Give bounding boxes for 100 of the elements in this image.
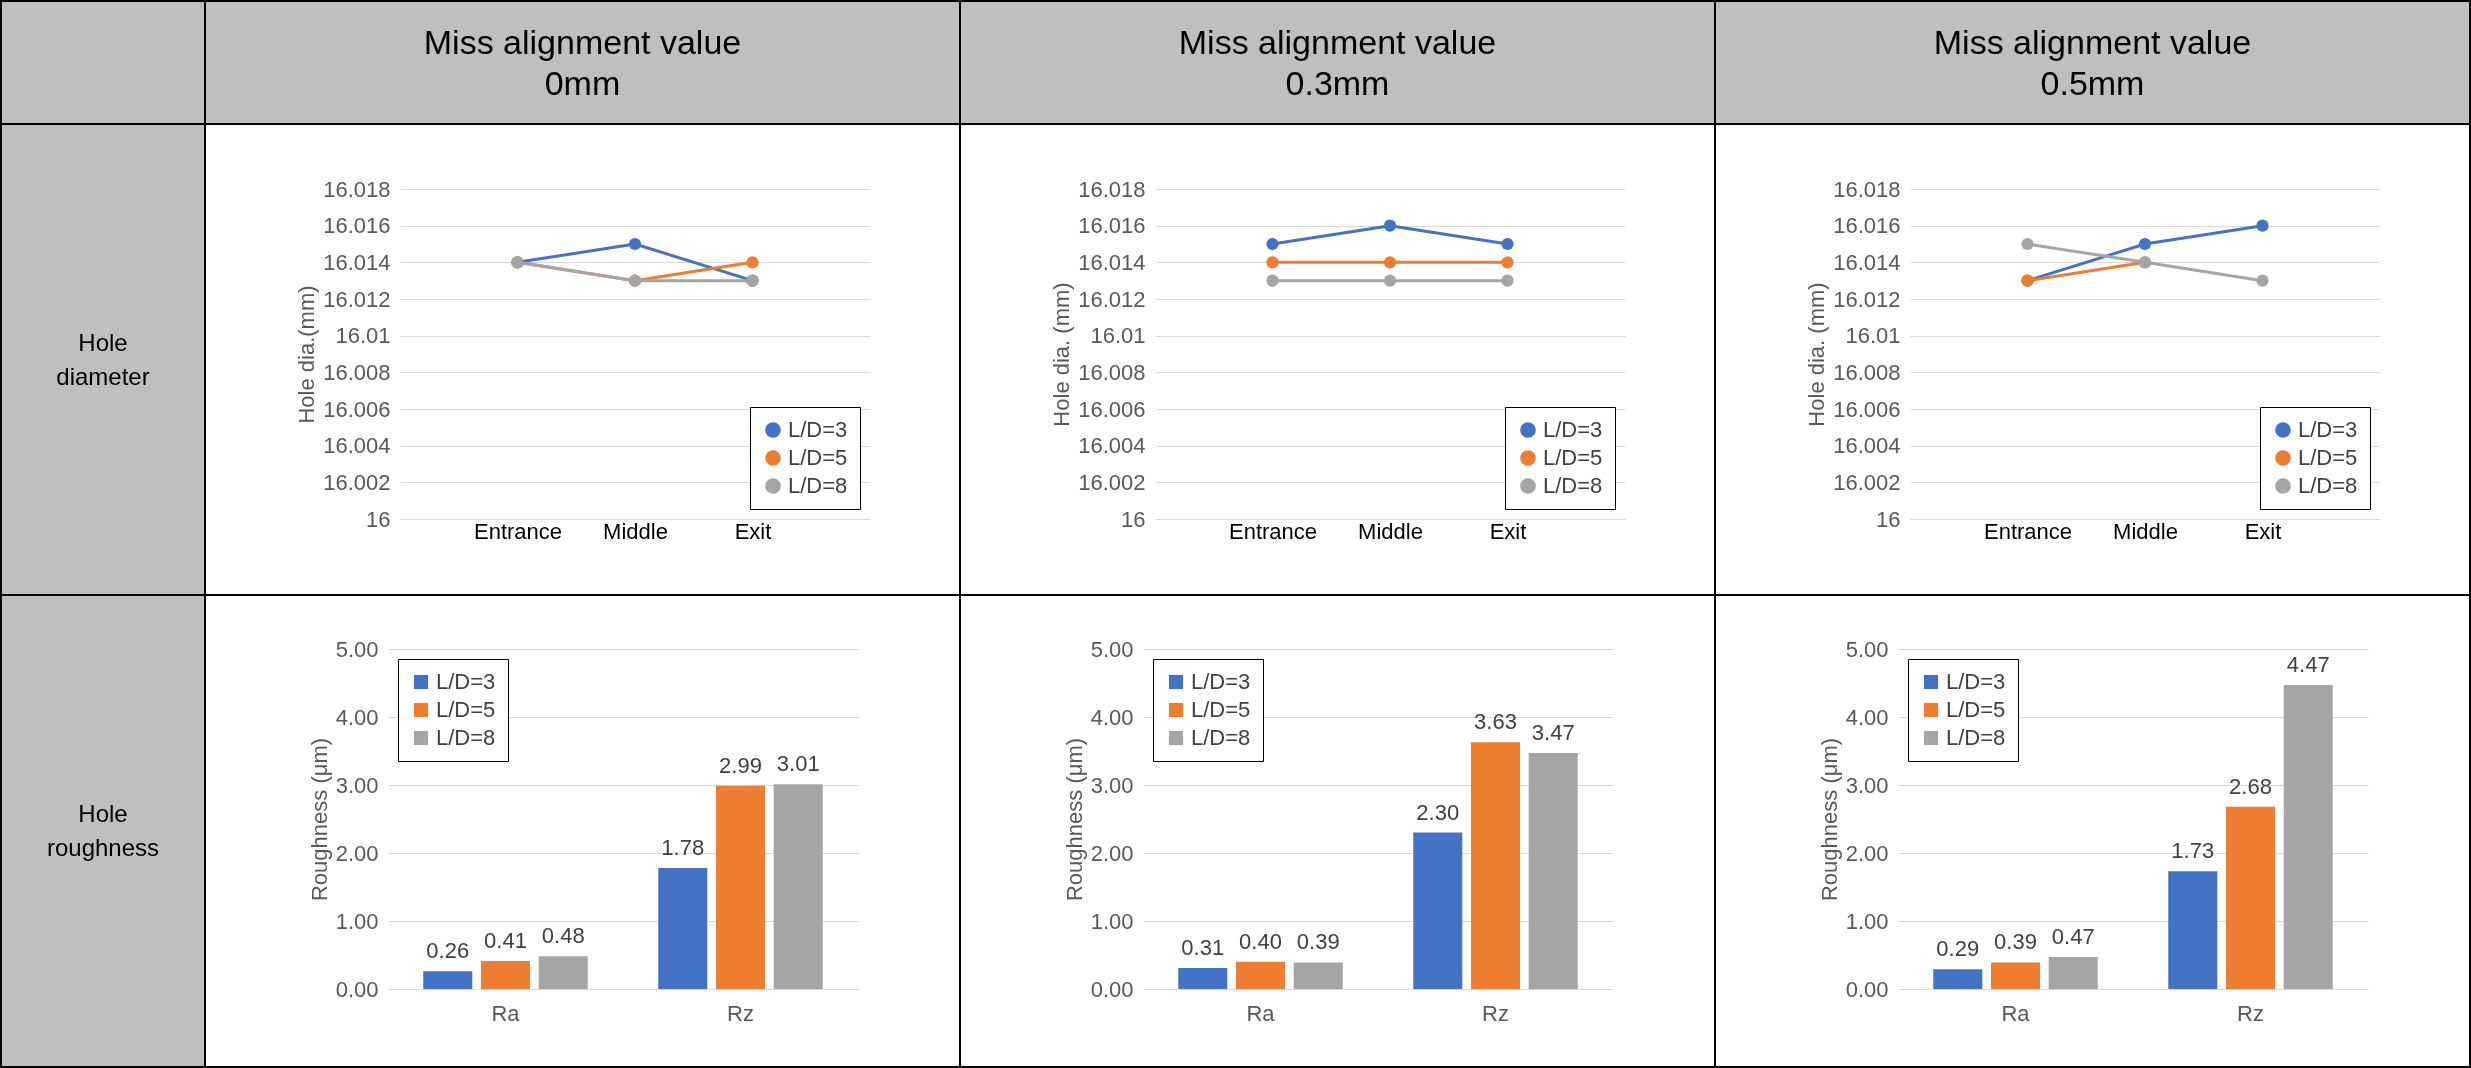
x-tick-label: Entrance [473,518,563,543]
x-tick-label: Exit [1489,518,1527,543]
data-label: 0.39 [1993,929,2037,955]
text: Hole diameter [2,125,206,596]
data-label: 2.30 [1415,799,1459,825]
data-label: 0.39 [1296,929,1340,955]
x-tick-label: Rz [726,1000,754,1026]
x-tick-label: Exit [734,518,772,543]
y-tick-label: 16.006 [1833,396,1901,421]
legend-label: L/D=8 [435,725,495,750]
y-tick-label: 16.012 [323,286,391,311]
y-tick-label: 16.01 [1090,322,1146,348]
data-label: 0.29 [1935,936,1979,962]
y-tick-label: 1.00 [335,908,378,934]
data-label: 1.78 [660,834,704,860]
legend-label: L/D=5 [1945,697,2005,722]
data-label: 3.47 [1531,720,1575,746]
y-tick-label: 16.016 [1833,212,1901,238]
x-tick-label: Entrance [1228,518,1318,543]
y-tick-label: 16 [366,506,391,531]
y-tick-label: 16.01 [1845,322,1901,348]
legend-label: L/D=3 [1945,669,2005,694]
text: Miss alignment value 0.5mm [1716,2,2471,125]
y-tick-label: 0.00 [335,976,378,1002]
y-axis-title: Roughness (μm) [306,737,332,902]
legend-label: L/D=5 [1543,444,1603,470]
data-label: 0.48 [541,923,585,949]
y-tick-label: 16.008 [1078,359,1146,385]
y-tick-label: 16.008 [323,359,391,385]
legend-label: L/D=3 [1190,669,1250,694]
x-tick-label: Rz [1481,1000,1509,1026]
text: Hole roughness [2,596,206,1068]
legend-label: L/D=5 [788,444,848,470]
legend-label: L/D=5 [435,697,495,722]
data-label: 1.73 [2170,838,2214,864]
legend-label: L/D=5 [2298,444,2358,470]
y-tick-label: 16.014 [323,249,391,275]
data-label: 3.01 [776,751,820,777]
data-label: 0.41 [483,928,527,954]
y-tick-label: 16.01 [335,322,391,348]
y-tick-label: 16.018 [323,176,391,201]
y-tick-label: 16.002 [323,469,391,495]
y-tick-label: 3.00 [335,772,378,798]
data-label: 2.99 [718,752,762,778]
legend-label: L/D=8 [2298,472,2358,498]
y-axis-title: Hole dia. (mm) [1804,281,1830,427]
y-axis-title: Roughness (μm) [1061,737,1087,902]
legend-label: L/D=3 [435,669,495,694]
y-tick-label: 16.014 [1078,249,1146,275]
legend-label: L/D=8 [1190,725,1250,750]
data-label: 0.40 [1238,928,1282,954]
y-tick-label: 16.016 [323,212,391,238]
x-tick-label: Middle [1358,518,1423,543]
legend-label: L/D=8 [1543,472,1603,498]
y-tick-label: 4.00 [1845,704,1888,730]
x-tick-label: Middle [603,518,668,543]
data-label: 0.26 [425,938,469,964]
y-tick-label: 0.00 [1845,976,1888,1002]
x-tick-label: Middle [2113,518,2178,543]
legend-label: L/D=3 [2298,416,2358,442]
y-tick-label: 2.00 [1090,840,1133,866]
y-tick-label: 5.00 [335,636,378,662]
y-tick-label: 5.00 [1090,636,1133,662]
legend-label: L/D=8 [1945,725,2005,750]
x-tick-label: Ra [2000,1000,2030,1026]
y-tick-label: 16.014 [1833,249,1901,275]
y-axis-title: Hole dia.(mm) [294,284,320,424]
data-label: 0.47 [2051,924,2095,950]
data-label: 2.68 [2228,773,2272,799]
y-tick-label: 16.004 [1078,432,1146,458]
y-tick-label: 3.00 [1845,772,1888,798]
y-axis-title: Hole dia. (mm) [1049,281,1075,427]
y-tick-label: 16.012 [1078,286,1146,311]
x-tick-label: Ra [1245,1000,1275,1026]
y-tick-label: 16.018 [1078,176,1146,201]
y-tick-label: 16.008 [1833,359,1901,385]
y-axis-title: Roughness (μm) [1816,737,1842,902]
x-tick-label: Ra [490,1000,520,1026]
y-tick-label: 0.00 [1090,976,1133,1002]
text: Miss alignment value 0mm [206,2,961,125]
y-tick-label: 16.002 [1833,469,1901,495]
y-tick-label: 16.016 [1078,212,1146,238]
legend-label: L/D=3 [788,416,848,442]
legend-label: L/D=3 [1543,416,1603,442]
data-label: 0.31 [1180,934,1224,960]
x-tick-label: Rz [2236,1000,2264,1026]
y-tick-label: 2.00 [335,840,378,866]
legend-label: L/D=8 [788,472,848,498]
y-tick-label: 3.00 [1090,772,1133,798]
y-tick-label: 16.006 [1078,396,1146,421]
y-tick-label: 4.00 [335,704,378,730]
y-tick-label: 4.00 [1090,704,1133,730]
y-tick-label: 16.006 [323,396,391,421]
y-tick-label: 16.004 [323,432,391,458]
legend-label: L/D=5 [1190,697,1250,722]
x-tick-label: Exit [2244,518,2282,543]
y-tick-label: 1.00 [1845,908,1888,934]
y-tick-label: 16.002 [1078,469,1146,495]
y-tick-label: 16.004 [1833,432,1901,458]
y-tick-label: 16.018 [1833,176,1901,201]
